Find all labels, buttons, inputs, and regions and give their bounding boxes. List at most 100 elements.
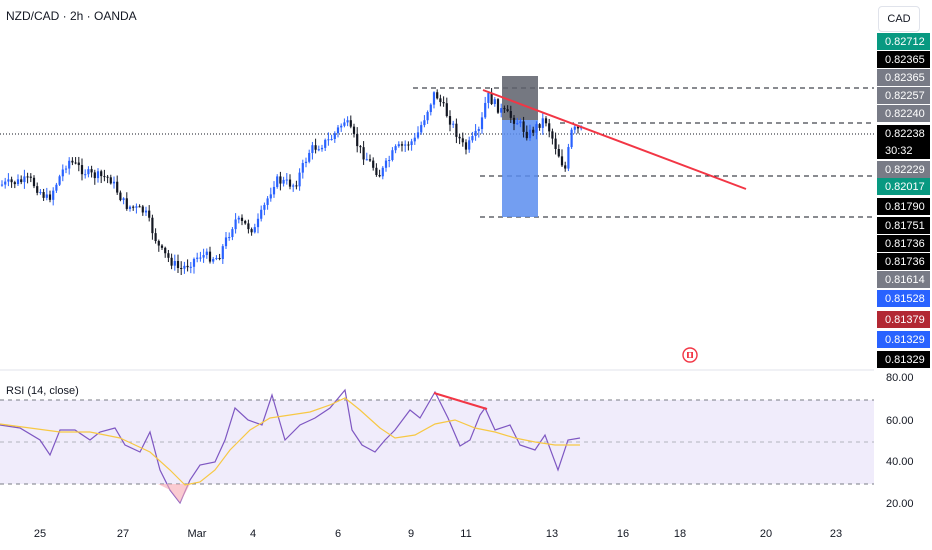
candle-body xyxy=(0,184,4,186)
candle-body xyxy=(288,179,292,187)
candle-body xyxy=(378,174,381,177)
candle-body xyxy=(116,181,119,193)
candle-body xyxy=(522,121,525,132)
price-tag: 0.81736 xyxy=(877,235,930,252)
candle-body xyxy=(551,131,554,139)
candle-body xyxy=(439,98,442,103)
candle-body xyxy=(269,194,272,199)
candle-body xyxy=(48,194,52,200)
candle-body xyxy=(144,210,148,213)
date-label: 20 xyxy=(759,528,773,540)
candle-body xyxy=(311,145,314,153)
candle-body xyxy=(544,118,548,124)
date-label: 25 xyxy=(33,528,47,540)
date-label: 6 xyxy=(334,528,342,540)
candle-body xyxy=(192,258,196,267)
date-label: 11 xyxy=(460,528,472,540)
candle-body xyxy=(237,217,240,220)
candle-body xyxy=(61,169,64,177)
candle-body xyxy=(10,179,13,183)
candle-body xyxy=(90,169,93,173)
candle-body xyxy=(512,117,516,124)
candle-body xyxy=(391,150,394,160)
candle-body xyxy=(381,167,384,177)
candle-body xyxy=(557,149,560,157)
candle-body xyxy=(180,267,183,269)
candle-body xyxy=(292,185,295,187)
price-tag: 0.82017 xyxy=(877,178,930,195)
candle-body xyxy=(509,110,512,118)
candle-body xyxy=(141,206,144,213)
candle-body xyxy=(352,126,356,134)
rsi-tick-label: 80.00 xyxy=(886,372,914,384)
candle-body xyxy=(420,125,423,133)
candle-body xyxy=(356,133,359,147)
candle-body xyxy=(23,176,26,183)
candle-body xyxy=(148,210,151,218)
candle-body xyxy=(317,149,320,151)
candle-body xyxy=(160,245,164,248)
candle-body xyxy=(151,217,154,234)
candle-body xyxy=(410,141,413,146)
candle-body xyxy=(496,99,500,113)
price-tag: 0.81751 xyxy=(877,217,930,234)
candle-body xyxy=(330,139,333,141)
candle-body xyxy=(519,121,522,124)
candle-body xyxy=(135,206,138,208)
price-tag: 0.81329 xyxy=(877,331,930,348)
candle-body xyxy=(240,217,244,222)
candle-body xyxy=(221,246,224,260)
price-tag: 30:32 xyxy=(877,142,930,159)
candle-body xyxy=(55,184,58,191)
candle-body xyxy=(132,206,135,208)
candle-body xyxy=(58,176,61,185)
candle-body xyxy=(218,258,221,260)
rsi-oversold-fill xyxy=(158,484,190,503)
candle-body xyxy=(500,108,503,113)
candle-body xyxy=(260,209,263,219)
candle-body xyxy=(202,255,205,258)
candle-body xyxy=(208,251,212,262)
candle-body xyxy=(567,147,570,169)
candle-body xyxy=(215,258,218,260)
candle-body xyxy=(100,171,103,177)
candle-body xyxy=(170,257,173,266)
candle-body xyxy=(541,118,544,128)
candle-body xyxy=(384,160,388,168)
candle-body xyxy=(109,177,112,184)
candle-body xyxy=(164,247,167,254)
candle-body xyxy=(125,198,128,209)
candle-body xyxy=(119,192,122,201)
candle-body xyxy=(279,176,282,184)
candle-body xyxy=(186,265,189,268)
date-label: 4 xyxy=(249,528,257,540)
candle-body xyxy=(103,176,106,178)
canada-event-icon[interactable] xyxy=(682,347,698,363)
candle-body xyxy=(128,206,132,209)
chart-title: NZD/CAD · 2h · OANDA xyxy=(6,9,137,23)
candle-body xyxy=(432,92,436,105)
candle-body xyxy=(7,179,10,182)
candle-body xyxy=(573,126,576,130)
candle-body xyxy=(26,176,29,178)
currency-button[interactable]: CAD xyxy=(878,6,920,32)
price-tag: 0.82238 xyxy=(877,125,930,142)
candle-body xyxy=(250,229,253,233)
candle-body xyxy=(359,146,362,148)
candle-body xyxy=(84,174,87,176)
descending-trendline xyxy=(482,89,747,190)
candle-body xyxy=(525,131,528,139)
candle-body xyxy=(413,137,416,142)
candle-body xyxy=(282,179,285,184)
candle-body xyxy=(87,169,90,175)
candle-body xyxy=(452,123,455,125)
price-tag: 0.82365 xyxy=(877,69,930,86)
candle-body xyxy=(196,257,199,259)
candle-body xyxy=(487,92,490,103)
candle-body xyxy=(362,147,365,160)
candle-body xyxy=(77,162,80,166)
candle-body xyxy=(320,147,324,150)
candle-body xyxy=(52,190,55,200)
candle-body xyxy=(68,160,71,169)
